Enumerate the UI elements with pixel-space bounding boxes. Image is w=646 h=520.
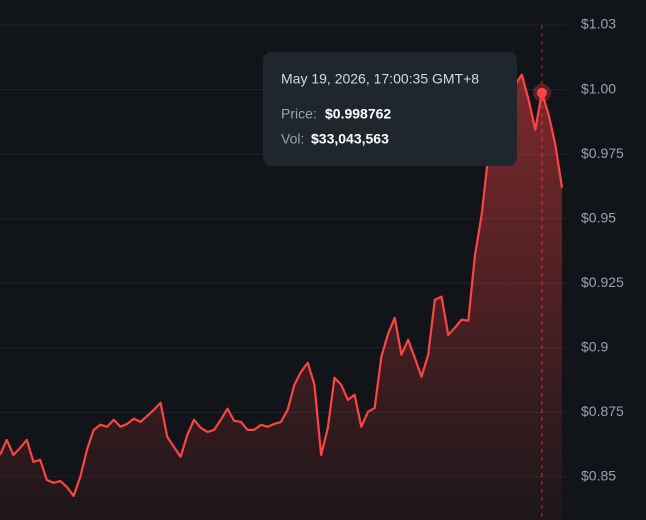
y-tick-label: $0.85 [581,468,616,484]
y-tick-label: $0.95 [581,209,616,225]
tooltip-date: May 19, 2026, 17:00:35 GMT+8 [281,71,479,87]
tooltip-price-value: $0.998762 [325,106,391,122]
price-line [0,73,564,498]
tooltip-price-label: Price: [281,106,317,122]
y-tick-label: $0.9 [581,338,608,354]
tooltip-vol-value: $33,043,563 [311,131,389,147]
area [0,74,562,520]
tooltip-box [263,52,517,166]
y-tick-label: $1.03 [581,16,616,32]
y-tick-label: $0.925 [581,274,624,290]
y-tick-label: $0.975 [581,145,624,161]
y-tick-label: $0.875 [581,403,624,419]
y-tick-label: $1.00 [581,80,616,96]
hover-point [536,87,547,98]
tooltip-vol-label: Vol: [281,131,304,147]
tooltip: May 19, 2026, 17:00:35 GMT+8 Price: $0.9… [263,52,517,166]
